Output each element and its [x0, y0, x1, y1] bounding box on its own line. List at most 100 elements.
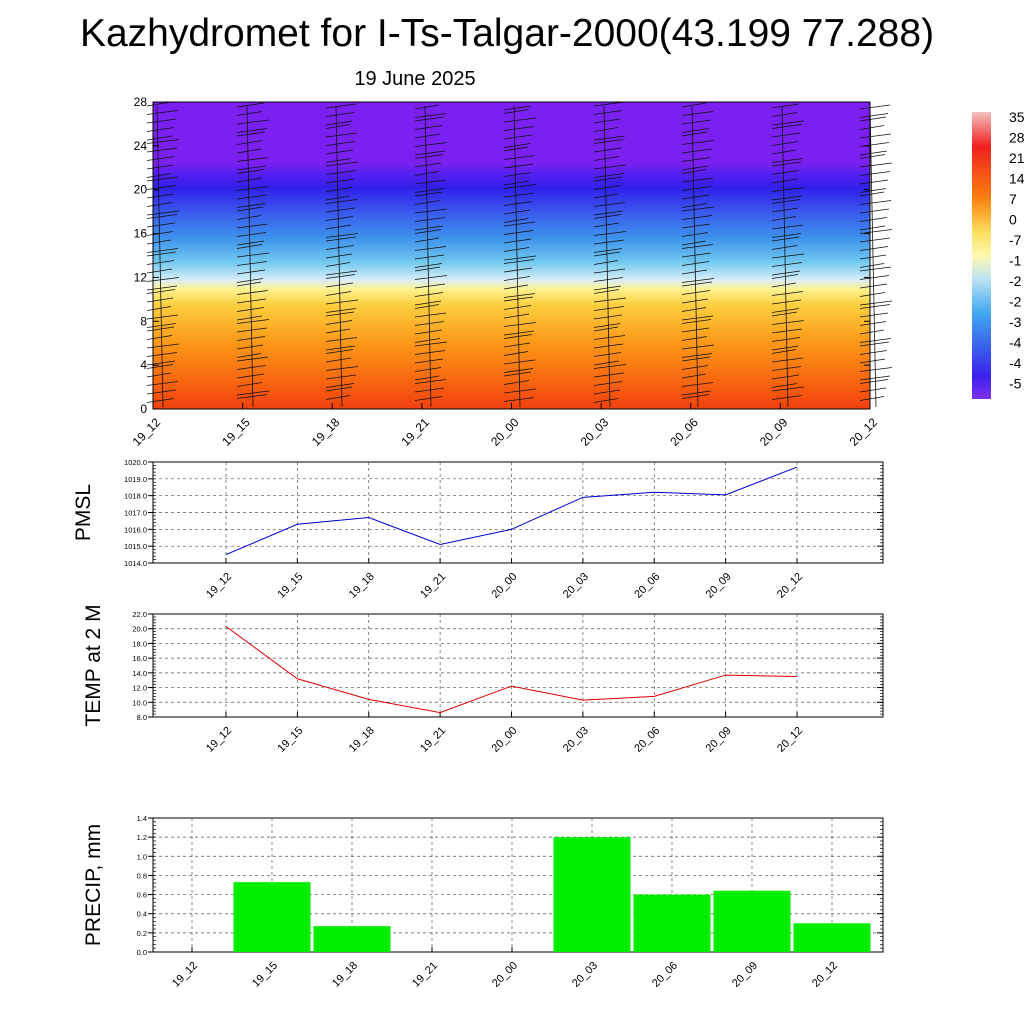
wind-barb	[593, 202, 626, 207]
wind-barb	[325, 233, 359, 238]
wind-barb	[236, 319, 270, 324]
wind-barb	[325, 262, 351, 267]
x-tick-label: 20_12	[775, 571, 805, 601]
wind-barb	[414, 266, 441, 272]
plot-frame	[152, 817, 884, 953]
wind-barb	[146, 185, 177, 190]
wind-barb	[593, 289, 620, 294]
x-tick-label: 19_12	[204, 725, 234, 755]
wind-barb	[146, 118, 177, 124]
wind-barb-staff	[335, 105, 343, 408]
wind-barb	[593, 231, 627, 236]
wind-barb	[593, 147, 622, 153]
y-tick-label: 16.0	[132, 654, 147, 663]
precip-bar	[233, 882, 311, 952]
wind-barb	[503, 117, 537, 123]
wind-barb	[503, 305, 532, 310]
wind-barb	[236, 148, 262, 154]
x-tick-label: 19_21	[418, 571, 448, 601]
wind-barb	[414, 375, 440, 381]
x-tick-label: 19_21	[418, 725, 448, 755]
x-tick-label: 20_00	[490, 571, 520, 601]
wind-barb	[146, 173, 172, 178]
wind-barb	[593, 214, 622, 219]
wind-barb	[859, 375, 891, 381]
wind-barb	[503, 109, 530, 114]
wind-barb	[325, 124, 351, 129]
cross-section-y-tick: 0	[140, 402, 147, 416]
wind-barb	[325, 386, 353, 392]
chart-subtitle: 19 June 2025	[354, 68, 476, 90]
wind-barb	[681, 169, 707, 174]
wind-barb	[681, 215, 713, 220]
wind-barb	[146, 231, 174, 236]
wind-barb	[236, 111, 263, 116]
x-tick-label: 19_15	[250, 960, 280, 990]
wind-barb	[146, 193, 175, 199]
wind-barb	[414, 200, 441, 205]
wind-barb	[681, 390, 712, 396]
wind-barb	[414, 254, 445, 260]
wind-barb	[681, 128, 710, 133]
wind-barb	[236, 206, 264, 212]
wind-barb	[681, 281, 713, 287]
wind-barb	[325, 270, 358, 276]
wind-barb	[325, 103, 357, 109]
wind-barb	[681, 327, 710, 333]
wind-barb	[236, 373, 265, 379]
wind-barb	[236, 344, 264, 350]
x-tick-label: 20_03	[561, 571, 591, 601]
wind-barb	[146, 139, 180, 144]
wind-barb	[236, 356, 269, 362]
wind-barb	[771, 349, 797, 354]
wind-barb	[414, 116, 445, 122]
wind-barb	[236, 353, 262, 358]
wind-barb	[325, 149, 354, 155]
wind-barb	[771, 328, 803, 334]
wind-barb	[771, 161, 802, 167]
wind-barb	[859, 246, 889, 251]
wind-barb	[146, 210, 180, 216]
wind-barb	[325, 337, 358, 342]
wind-barb	[771, 207, 799, 213]
wind-barb	[325, 158, 352, 163]
wind-barb	[771, 357, 804, 363]
wind-barb	[681, 102, 707, 108]
y-tick-label: 1018.0	[124, 492, 147, 501]
wind-barb	[771, 141, 799, 146]
wind-barb	[414, 396, 443, 401]
wind-barb	[593, 381, 623, 386]
wind-barb	[859, 300, 893, 306]
wind-barb	[593, 176, 623, 182]
wind-barb	[325, 349, 354, 354]
cross-section-panel: 0 4 8 12 16 20 24 28 19_12 19_15 19_18 19_21 20_00 2…	[130, 95, 893, 449]
y-tick-label: 0.6	[137, 891, 147, 900]
wind-barb	[236, 307, 265, 312]
wind-barb	[325, 383, 355, 388]
wind-barbs	[146, 101, 893, 408]
wind-barb	[771, 224, 804, 230]
precip-bar	[713, 890, 791, 952]
wind-barb-staff	[424, 105, 432, 408]
wind-barb-staff	[781, 105, 789, 408]
wind-barb	[146, 326, 175, 332]
wind-barb	[146, 297, 174, 303]
wind-barb	[771, 320, 805, 325]
wind-barb	[593, 260, 619, 265]
wind-barb	[325, 395, 351, 400]
x-tick-label: 20_09	[730, 960, 760, 990]
y-tick-label: 1.0	[137, 852, 147, 861]
wind-barb	[325, 274, 356, 279]
colorbar-label: -7	[1009, 232, 1022, 248]
cross-section-x-tick: 19_12	[130, 415, 164, 449]
wind-barb	[236, 194, 268, 200]
wind-barb	[859, 396, 885, 401]
wind-barb	[503, 368, 534, 373]
wind-barb	[146, 335, 173, 340]
wind-barb	[414, 179, 447, 185]
wind-barb	[593, 360, 620, 366]
wind-barb	[414, 171, 440, 176]
wind-barb	[859, 304, 891, 309]
wind-barb	[146, 135, 173, 141]
